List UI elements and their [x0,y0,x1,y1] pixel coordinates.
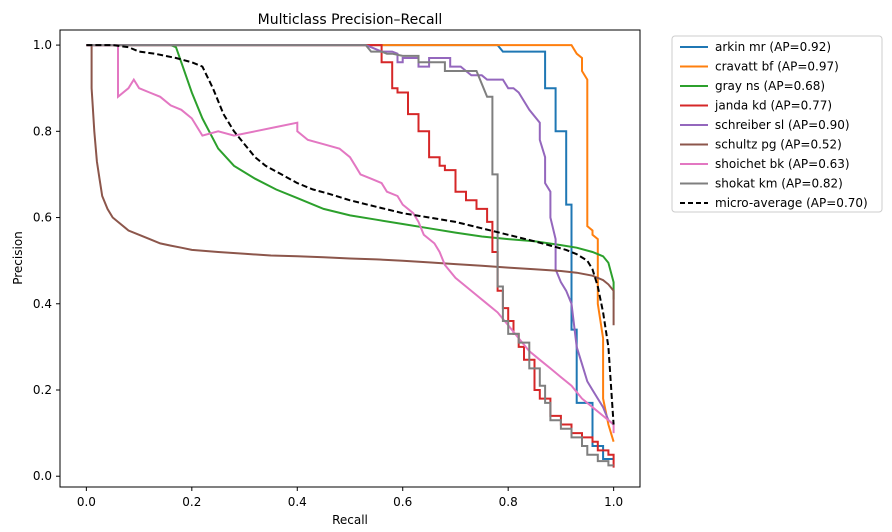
series-line-0 [86,44,614,460]
plot-frame [59,29,641,488]
series-line-8 [86,44,615,425]
series-line-4 [86,44,615,426]
legend-label-2: gray ns (AP=0.68) [715,79,825,93]
series-layer [86,44,615,468]
x-tick-label-3: 0.6 [393,495,412,509]
legend-label-3: janda kd (AP=0.77) [714,99,832,113]
series-line-1 [86,44,615,442]
y-tick-label-3: 0.6 [33,211,52,225]
legend-label-6: shoichet bk (AP=0.63) [715,157,850,171]
y-tick-label-0: 0.0 [33,469,52,483]
y-tick-label-4: 0.8 [33,124,52,138]
series-line-6 [86,44,615,434]
y-axis-label: Precision [11,231,25,285]
legend-label-4: schreiber sl (AP=0.90) [715,118,850,132]
legend: arkin mr (AP=0.92) cravatt bf (AP=0.97) gr… [671,35,883,213]
chart-title: Multiclass Precision–Recall [258,12,443,28]
y-tick-label-2: 0.4 [33,297,52,311]
x-axis-label: Recall [332,513,368,527]
y-tick-label-5: 1.0 [33,38,52,52]
series-line-7 [86,44,614,467]
x-tick-label-2: 0.4 [288,495,307,509]
series-line-2 [170,44,615,300]
legend-label-8: micro-average (AP=0.70) [715,196,868,210]
y-tick-label-1: 0.2 [33,383,52,397]
legend-label-5: schultz pg (AP=0.52) [715,138,842,152]
legend-label-0: arkin mr (AP=0.92) [715,40,831,54]
x-axis: 0.0 0.2 0.4 0.6 0.8 1.0 [77,487,623,509]
legend-frame [671,35,883,213]
series-line-5 [86,44,615,326]
x-tick-label-1: 0.2 [182,495,201,509]
legend-label-7: shokat km (AP=0.82) [715,177,843,191]
x-tick-label-0: 0.0 [77,495,96,509]
y-axis: 0.0 0.2 0.4 0.6 0.8 1.0 [33,38,60,483]
legend-label-1: cravatt bf (AP=0.97) [715,60,839,74]
x-tick-label-4: 0.8 [499,495,518,509]
x-tick-label-5: 1.0 [604,495,623,509]
